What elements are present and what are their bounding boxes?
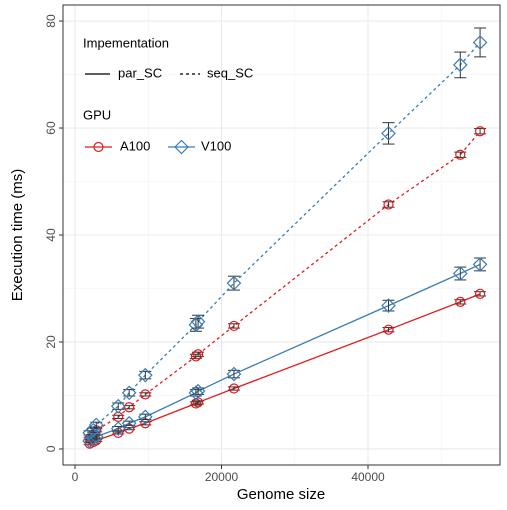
series-line (89, 42, 481, 434)
point (452, 57, 468, 73)
point (381, 298, 396, 313)
error-bar (227, 369, 240, 379)
point (85, 422, 101, 438)
point (474, 288, 486, 299)
point (383, 199, 394, 210)
legend-label: V100 (201, 138, 231, 153)
point (137, 367, 153, 383)
x-tick-label: 20000 (205, 470, 239, 484)
legend-title: Impementation (83, 35, 169, 50)
point (455, 296, 466, 307)
legend-marker (93, 141, 104, 153)
point (82, 433, 98, 449)
point (121, 385, 137, 401)
point (110, 421, 126, 436)
point (85, 430, 101, 446)
point (452, 266, 468, 281)
point (88, 417, 104, 433)
point (192, 349, 204, 360)
legend-label: par_SC (118, 65, 162, 80)
legend-label: seq_SC (207, 65, 253, 80)
series-line (89, 130, 481, 439)
x-axis-title: Genome size (237, 486, 325, 503)
y-tick-label: 60 (44, 121, 58, 135)
error-bar (454, 51, 467, 79)
point (190, 383, 206, 399)
point (383, 324, 394, 335)
point (121, 415, 137, 431)
point (228, 320, 240, 332)
point (226, 275, 242, 291)
point (124, 402, 135, 413)
y-tick-label: 40 (44, 228, 58, 242)
point (140, 389, 151, 400)
error-bar (382, 299, 395, 312)
legend-label: A100 (120, 138, 150, 153)
plot-area (82, 27, 488, 449)
point (226, 366, 242, 382)
grid (63, 5, 500, 465)
point (190, 314, 206, 329)
x-tick-label: 0 (72, 470, 79, 484)
y-tick-label: 0 (44, 445, 58, 452)
y-tick-label: 80 (44, 14, 58, 28)
x-tick-label: 40000 (351, 470, 385, 484)
point (110, 398, 126, 414)
error-bar (474, 27, 487, 58)
legend: Impementation par_SC seq_SC GPU A100 V100 (83, 35, 253, 155)
point (228, 383, 240, 394)
legend-marker (174, 139, 189, 155)
y-tick-label: 20 (44, 335, 58, 349)
point (472, 257, 488, 272)
legend-title: GPU (83, 107, 111, 122)
y-axis-title: Execution time (ms) (9, 169, 26, 302)
point (188, 317, 204, 333)
point (474, 126, 486, 137)
point (381, 126, 396, 141)
point (455, 149, 466, 160)
point (82, 425, 98, 441)
point (137, 409, 153, 425)
point (472, 35, 488, 50)
error-bar (139, 370, 152, 380)
